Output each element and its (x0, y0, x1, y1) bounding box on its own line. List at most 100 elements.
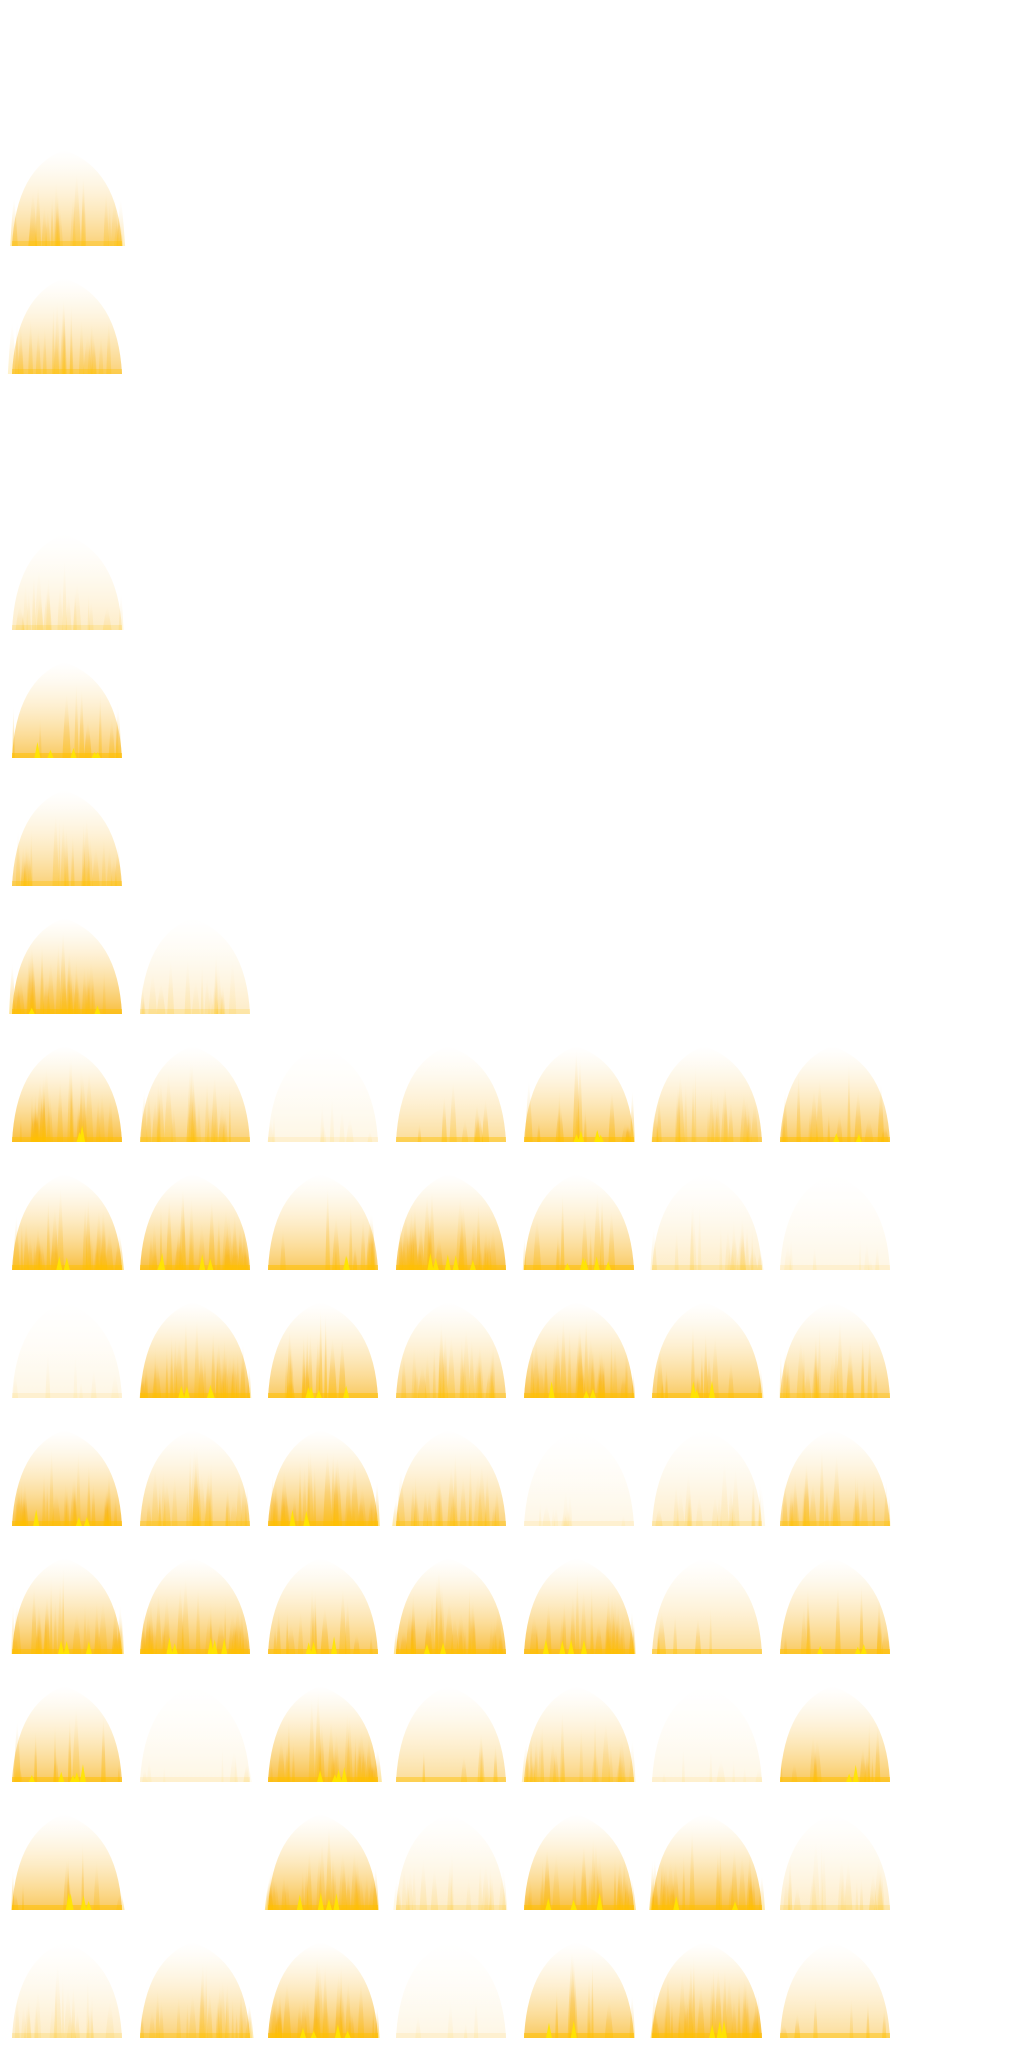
flame-streak (106, 844, 113, 886)
flame-streak (102, 606, 112, 630)
flame-frame (0, 1408, 128, 1536)
flame-streak (13, 978, 21, 1014)
flame-streak (488, 1863, 492, 1910)
flame-core (860, 1644, 867, 1654)
flame-streak (581, 1207, 589, 1270)
flame-streak (85, 1609, 91, 1654)
flame-streak (62, 691, 71, 758)
flame-streak (228, 957, 237, 1014)
flame-base (12, 1137, 122, 1142)
flame-streak (651, 1857, 658, 1910)
flame-streak (287, 1713, 291, 1782)
flame-glow (652, 1686, 762, 1782)
flame-streak (198, 1347, 205, 1398)
flame-streak (34, 565, 43, 630)
flame-streak (721, 1082, 729, 1142)
flame-core (593, 1256, 600, 1270)
flame-streak (757, 1248, 764, 1270)
flame-streak (194, 1314, 200, 1398)
flame-streak (410, 1591, 417, 1654)
flame-frame (384, 1920, 512, 2048)
flame-core (732, 1901, 739, 1910)
flame-core (310, 1641, 317, 1654)
flame-streak (815, 1076, 824, 1142)
flame-streak (608, 1740, 614, 1782)
flame-streak (247, 2002, 252, 2038)
flame-frame (512, 1664, 640, 1792)
flame-frame (0, 256, 128, 384)
flame-streak (353, 1630, 360, 1654)
flame-streak (199, 1958, 206, 2038)
flame-streak (393, 1626, 400, 1654)
flame-streak (401, 1351, 407, 1398)
flame-streak (341, 1855, 347, 1910)
flame-streak (750, 1098, 759, 1142)
flame-sprite (268, 1942, 380, 2038)
flame-streak (73, 1351, 78, 1398)
flame-base (524, 1265, 634, 1270)
flame-streak (864, 1749, 871, 1782)
flame-frame (512, 1920, 640, 2048)
flame-streak (419, 1857, 428, 1910)
flame-streak (741, 1974, 748, 2038)
flame-streak (744, 1223, 750, 1270)
flame-streak (21, 608, 25, 630)
flame-streak (151, 1096, 159, 1142)
flame-streak (873, 1365, 878, 1398)
flame-streak (740, 1091, 749, 1142)
flame-streak (9, 962, 16, 1014)
flame-streak (855, 1875, 859, 1910)
flame-base (524, 1649, 634, 1654)
flame-streak (780, 1752, 783, 1782)
flame-streak (104, 1491, 109, 1526)
flame-streak (100, 1205, 107, 1270)
flame-streak (22, 1485, 26, 1526)
flame-streak (329, 1094, 335, 1142)
flame-streak (74, 2009, 80, 2038)
flame-streak (35, 182, 42, 246)
flame-frame (0, 128, 128, 256)
flame-streak (230, 1240, 240, 1270)
flame-streak (284, 1350, 289, 1398)
flame-streak (271, 1873, 279, 1910)
flame-base (12, 241, 122, 246)
flame-streak (418, 1363, 427, 1398)
flame-core (852, 1764, 859, 1782)
flame-streak (204, 975, 210, 1014)
flame-streak (426, 1488, 433, 1526)
flame-streak (367, 1212, 376, 1270)
flame-streak (665, 1971, 671, 2038)
flame-streak (312, 1997, 321, 2038)
flame-streak (78, 317, 85, 374)
flame-streak (478, 1345, 482, 1398)
flame-core (65, 1892, 72, 1910)
flame-base (780, 1777, 890, 1782)
flame-base (140, 1009, 250, 1014)
flame-frame (384, 1664, 512, 1792)
flame-streak (145, 1604, 151, 1654)
flame-streak (678, 1970, 687, 2038)
flame-streak (20, 1214, 23, 1270)
flame-sprite (524, 1046, 635, 1142)
flame-core (157, 1261, 164, 1270)
flame-core (63, 1640, 70, 1654)
flame-streak (369, 1758, 374, 1782)
flame-core (855, 1134, 862, 1142)
flame-streak (674, 1227, 679, 1270)
flame-frame (0, 896, 128, 1024)
flame-streak (660, 1855, 664, 1910)
flame-streak (302, 1461, 307, 1526)
flame-streak (374, 2006, 380, 2038)
flame-streak (460, 1754, 468, 1782)
flame-streak (478, 1237, 483, 1270)
flame-frame (0, 1536, 128, 1664)
flame-streak (236, 1472, 242, 1526)
flame-streak (458, 1616, 464, 1654)
flame-streak (628, 1622, 636, 1654)
flame-streak (98, 1598, 108, 1654)
flame-streak (334, 1994, 344, 2038)
flame-streak (163, 1764, 166, 1782)
flame-streak (604, 1605, 610, 1654)
flame-streak (222, 1333, 227, 1398)
flame-streak (340, 1985, 345, 2038)
